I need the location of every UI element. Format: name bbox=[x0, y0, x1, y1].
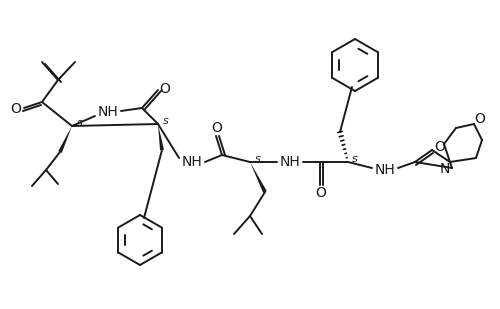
Text: NH: NH bbox=[280, 155, 300, 169]
Polygon shape bbox=[250, 162, 267, 193]
Text: O: O bbox=[434, 140, 446, 154]
Text: N: N bbox=[440, 162, 450, 176]
Text: s: s bbox=[77, 118, 83, 128]
Polygon shape bbox=[58, 126, 72, 153]
Text: O: O bbox=[474, 112, 486, 126]
Text: NH: NH bbox=[182, 155, 203, 169]
Text: O: O bbox=[212, 121, 222, 135]
Text: O: O bbox=[316, 186, 326, 200]
Text: O: O bbox=[10, 102, 22, 116]
Text: s: s bbox=[352, 154, 358, 164]
Text: O: O bbox=[160, 82, 170, 96]
Text: s: s bbox=[163, 116, 169, 126]
Text: NH: NH bbox=[374, 163, 396, 177]
Polygon shape bbox=[158, 124, 164, 150]
Text: NH: NH bbox=[98, 105, 118, 119]
Text: s: s bbox=[255, 154, 261, 164]
